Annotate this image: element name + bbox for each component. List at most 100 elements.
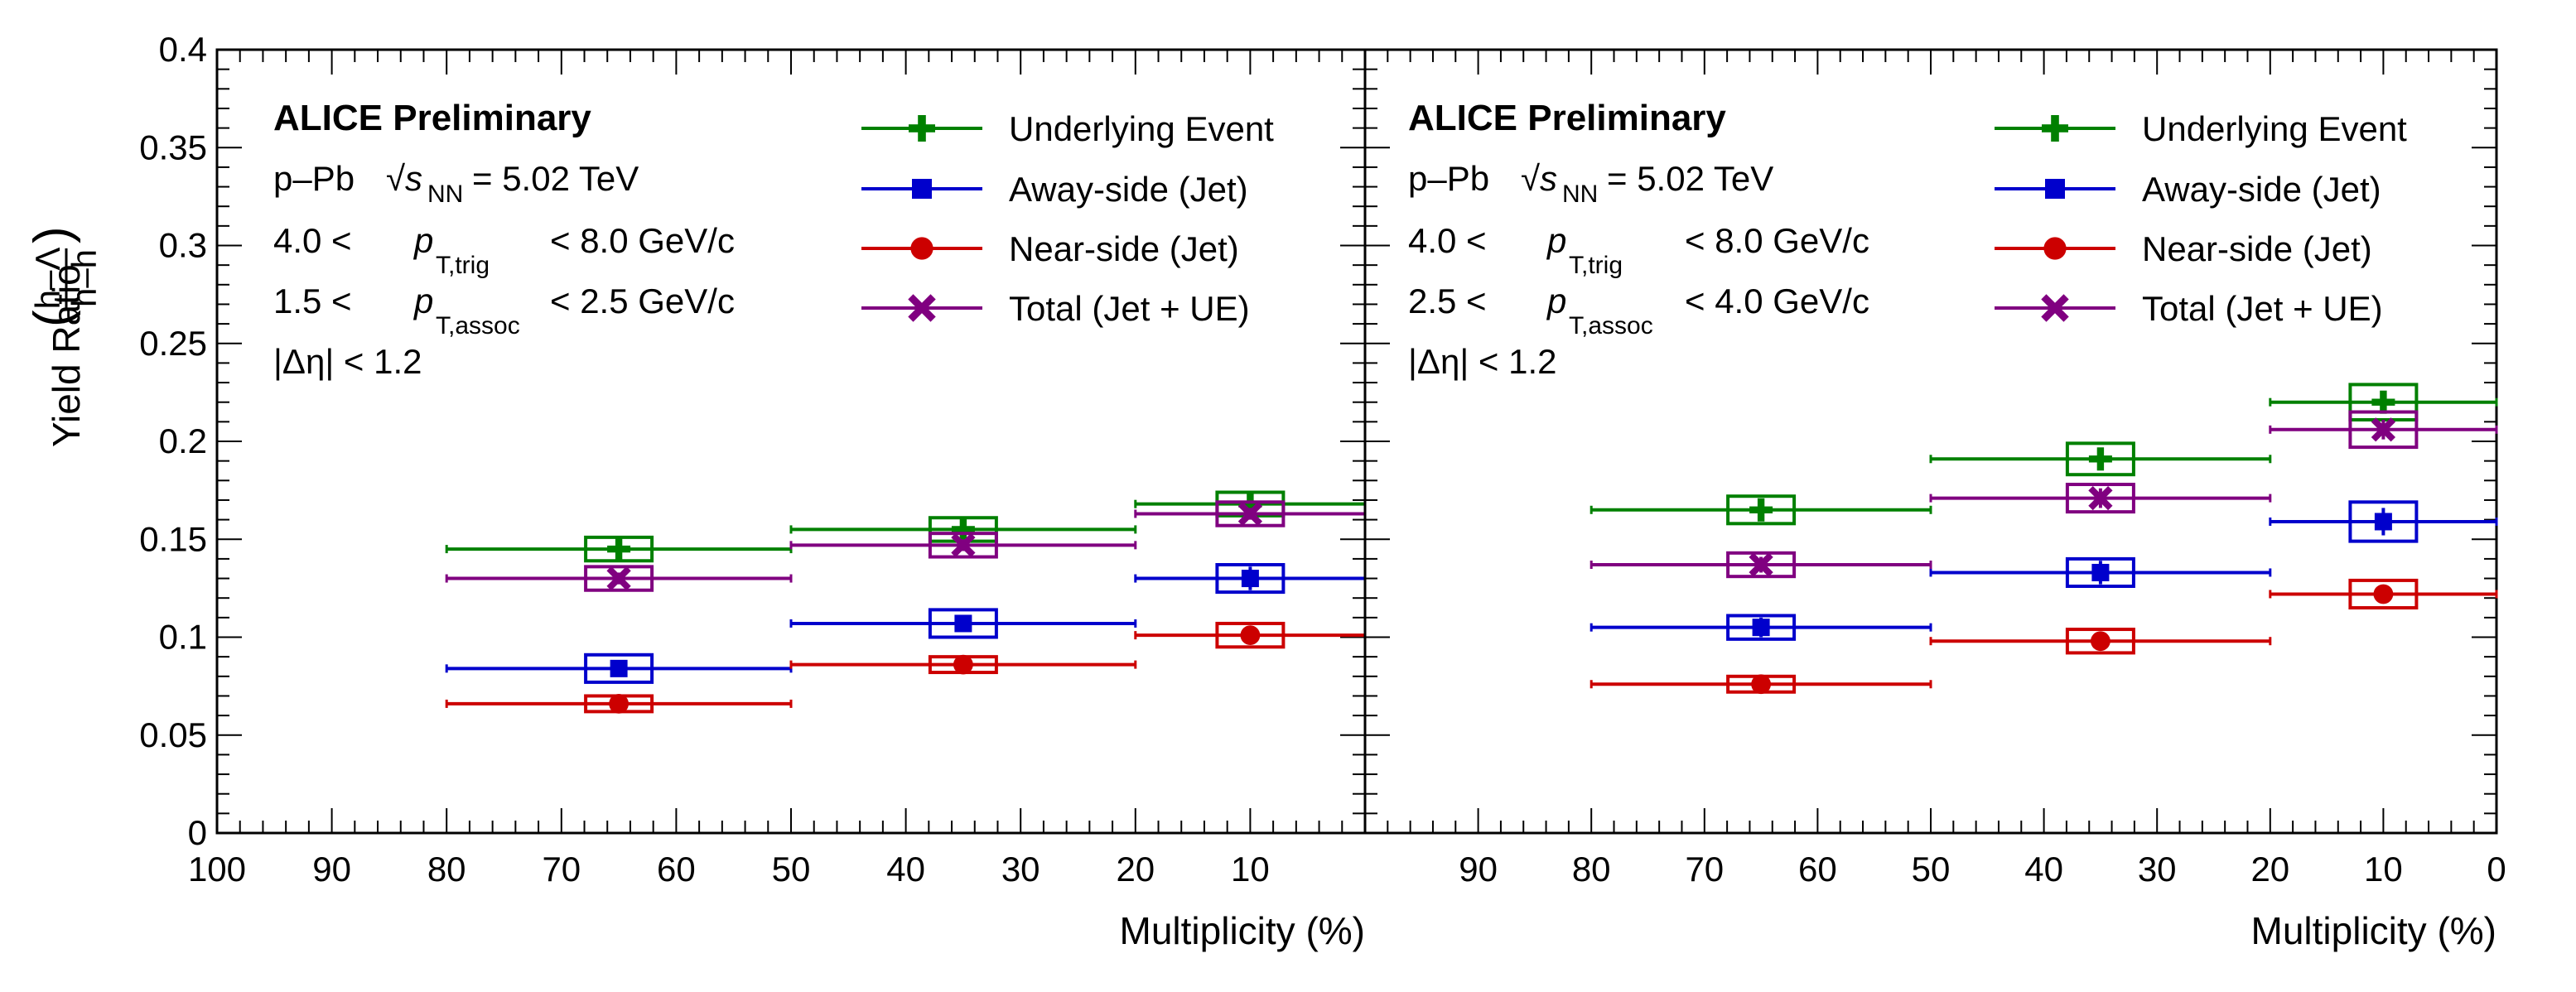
legend-marker-shape-ue xyxy=(2042,115,2068,142)
x-tick-label: 60 xyxy=(1798,850,1837,888)
data-point-b xyxy=(2088,485,2113,511)
x-tick-label: 20 xyxy=(1116,850,1155,888)
sqrt-s-label: √s xyxy=(386,159,422,198)
sys-box xyxy=(1726,614,1797,641)
legend-label-total: Total (Jet + UE) xyxy=(1009,289,1250,328)
legend-marker-shape-away xyxy=(2045,179,2065,199)
data-point-sq xyxy=(1752,619,1770,637)
y-axis-ratio-numerator: h–Λ xyxy=(28,248,67,310)
legend-item-near: Near-side (Jet) xyxy=(1995,229,2372,268)
data-point-dot xyxy=(953,654,973,675)
series-near xyxy=(445,621,1367,714)
series-away xyxy=(1589,500,2498,641)
trig-sub: T,trig xyxy=(1569,252,1623,279)
x-axis-title-left: Multiplicity (%) xyxy=(1120,909,1365,952)
x-tick-label: 80 xyxy=(427,850,466,888)
assoc-high: < 4.0 GeV/c xyxy=(1685,282,1869,320)
data-point xyxy=(1240,625,1261,646)
data-point-dot xyxy=(2091,631,2110,652)
sys-box xyxy=(1215,500,1286,527)
assoc-sub: T,assoc xyxy=(436,312,520,339)
data-point xyxy=(1241,570,1259,588)
trig-var: p xyxy=(412,221,433,260)
legend-item-total: Total (Jet + UE) xyxy=(1995,289,2383,328)
assoc-var: p xyxy=(412,282,433,320)
legend-item-away: Away-side (Jet) xyxy=(861,170,1248,209)
x-tick-label: 90 xyxy=(312,850,351,888)
sys-box xyxy=(2348,410,2419,450)
x-tick-label: 30 xyxy=(1001,850,1040,888)
x-tick-label: 70 xyxy=(542,850,581,888)
y-axis-title: Yield Ratio ( h–Λ h–h ) xyxy=(24,226,104,447)
assoc-low: 2.5 < xyxy=(1408,282,1487,320)
sys-box xyxy=(584,565,654,592)
trig-high: < 8.0 GeV/c xyxy=(1685,221,1869,260)
sys-box xyxy=(928,608,998,639)
x-tick-label: 30 xyxy=(2138,850,2177,888)
y-axis-paren-left: ( xyxy=(24,310,81,327)
data-point-sq xyxy=(2374,513,2392,531)
sys-box xyxy=(2065,628,2135,655)
legend-item-near: Near-side (Jet) xyxy=(861,229,1239,268)
assoc-sub: T,assoc xyxy=(1569,312,1653,339)
legend-item-ue: Underlying Event xyxy=(861,109,1274,148)
data-point xyxy=(2371,390,2395,414)
eta-cut: |Δη| < 1.2 xyxy=(273,342,422,381)
x-tick-label: 100 xyxy=(188,850,246,888)
data-point xyxy=(606,566,631,591)
data-point-sq xyxy=(2091,563,2110,581)
legend-marker-shape-total-b xyxy=(2041,294,2069,322)
y-tick-label: 0.25 xyxy=(139,324,207,363)
legend-marker-shape-total xyxy=(908,294,936,322)
x-tick-label: 40 xyxy=(886,850,925,888)
data-point xyxy=(2374,513,2392,531)
data-point xyxy=(2091,563,2110,581)
data-point-v xyxy=(2096,447,2105,471)
data-point xyxy=(951,532,976,557)
y-tick-label: 0.15 xyxy=(139,519,207,558)
sys-box xyxy=(2065,441,2135,477)
trig-var: p xyxy=(1546,221,1566,260)
legend-marker-shape-near xyxy=(2043,237,2067,260)
data-point-dot xyxy=(1240,625,1261,646)
legend-item-total: Total (Jet + UE) xyxy=(861,289,1250,328)
trig-low: 4.0 < xyxy=(1408,221,1487,260)
trig-low: 4.0 < xyxy=(273,221,352,260)
system-label: p–Pb xyxy=(1408,159,1489,198)
trig-sub: T,trig xyxy=(436,252,490,279)
legend-label-near: Near-side (Jet) xyxy=(2142,229,2372,268)
sys-box xyxy=(2065,483,2135,514)
y-tick-label: 0.4 xyxy=(159,30,207,69)
sys-box xyxy=(1726,551,1797,579)
legend-marker-shape-total-b xyxy=(908,294,936,322)
data-point-v xyxy=(959,518,967,542)
x-tick-label: 90 xyxy=(1459,850,1498,888)
x-tick-label: 10 xyxy=(1231,850,1270,888)
x-tick-label: 0 xyxy=(2487,850,2506,888)
energy-label: = 5.02 TeV xyxy=(1607,159,1773,198)
series-near xyxy=(1589,578,2498,695)
annotation-right: ALICE Preliminary p–Pb √s NN = 5.02 TeV … xyxy=(1408,98,1869,381)
x-tick-label: 10 xyxy=(2364,850,2403,888)
assoc-var: p xyxy=(1546,282,1566,320)
assoc-high: < 2.5 GeV/c xyxy=(550,282,735,320)
series-ue xyxy=(1589,383,2498,526)
sys-box xyxy=(2065,556,2135,589)
data-point xyxy=(1237,501,1263,527)
panel-right: 90 80 70 60 50 40 30 20 10 0 ALICE Preliminary p–… xyxy=(1363,48,2506,952)
x-tick-label: 40 xyxy=(2024,850,2063,888)
legend-marker-shape-total xyxy=(2041,294,2069,322)
legend-left: Underlying Event Away-side (Jet) Near-si… xyxy=(861,109,1274,328)
experiment-label: ALICE Preliminary xyxy=(273,98,591,138)
data-point-v xyxy=(1757,498,1765,522)
system-label: p–Pb xyxy=(273,159,355,198)
data-point xyxy=(610,659,628,677)
legend-marker-shape-ue-v xyxy=(2051,115,2059,142)
series-away xyxy=(445,562,1367,684)
data-point xyxy=(1238,492,1262,516)
x-tick-label: 60 xyxy=(657,850,696,888)
series-total xyxy=(445,500,1367,592)
x-tick-label: 50 xyxy=(772,850,811,888)
data-point-b xyxy=(606,566,631,591)
